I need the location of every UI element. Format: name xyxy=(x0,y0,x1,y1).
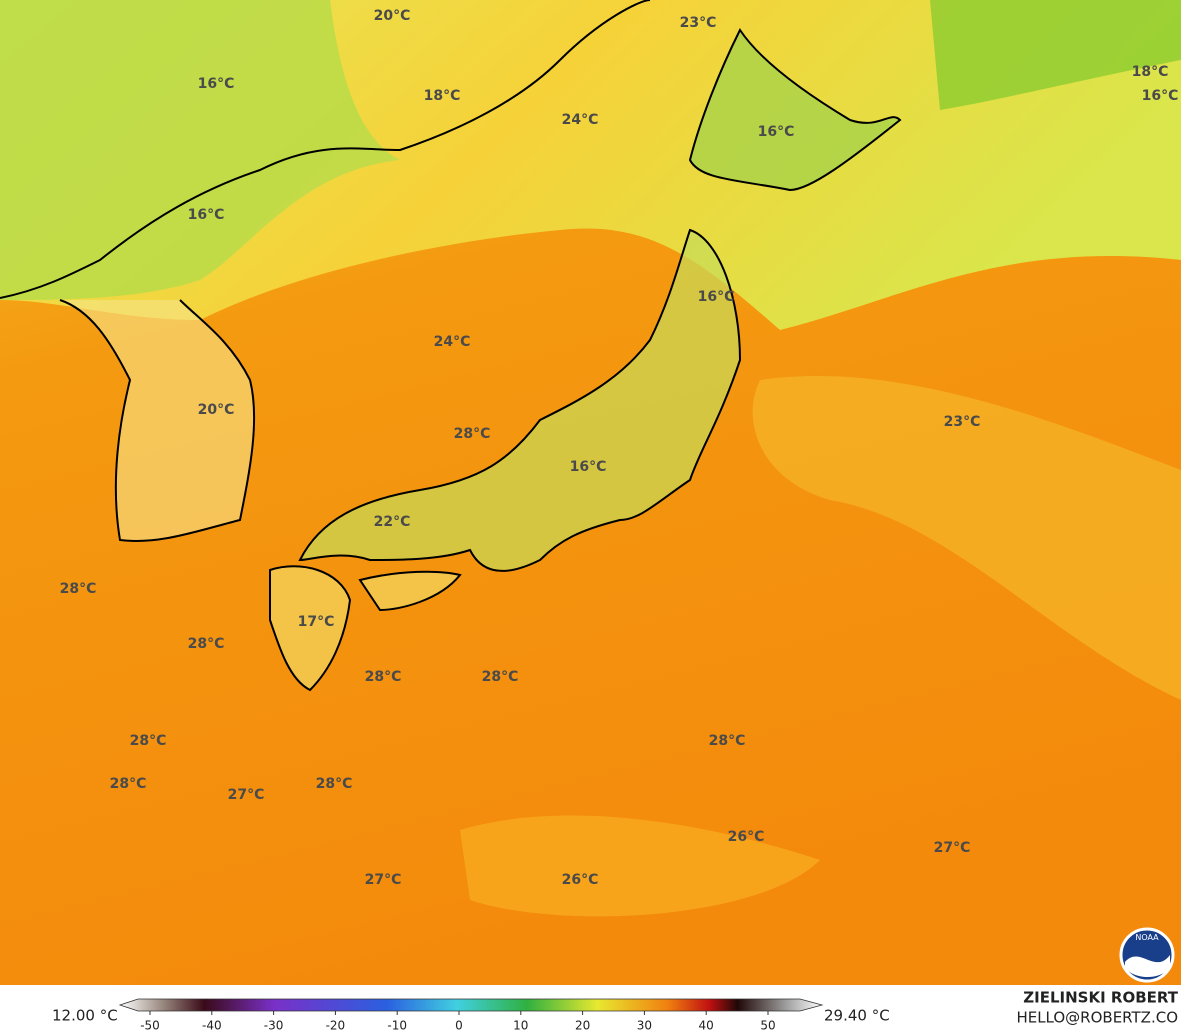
temperature-label: 28°C xyxy=(454,426,491,442)
temperature-label: 27°C xyxy=(228,787,265,803)
colorbar-tick-label: 40 xyxy=(699,1019,714,1033)
temperature-label: 26°C xyxy=(562,872,599,888)
colorbar-tick-label: 20 xyxy=(575,1019,590,1033)
temperature-label: 24°C xyxy=(434,334,471,350)
colorbar-tick-label: -30 xyxy=(264,1019,284,1033)
temperature-label: 28°C xyxy=(188,636,225,652)
temperature-label: 16°C xyxy=(698,289,735,305)
temperature-label: 16°C xyxy=(758,124,795,140)
temperature-label: 18°C xyxy=(424,88,461,104)
temperature-label: 20°C xyxy=(374,8,411,24)
land xyxy=(0,0,902,692)
temperature-label: 28°C xyxy=(60,581,97,597)
colorbar-tick-label: 0 xyxy=(455,1019,463,1033)
temperature-label: 16°C xyxy=(570,459,607,475)
colorbar-tick-label: 10 xyxy=(513,1019,528,1033)
temperature-label: 23°C xyxy=(944,414,981,430)
temperature-label: 22°C xyxy=(374,514,411,530)
temperature-label: 28°C xyxy=(709,733,746,749)
temperature-label: 28°C xyxy=(365,669,402,685)
temperature-label: 23°C xyxy=(680,15,717,31)
colorbar xyxy=(118,998,824,1012)
temperature-label: 27°C xyxy=(365,872,402,888)
colorbar-min: 12.00 °C xyxy=(52,1007,118,1025)
colorbar-tick-label: -40 xyxy=(202,1019,222,1033)
temperature-label: 17°C xyxy=(298,614,335,630)
temperature-label: 28°C xyxy=(130,733,167,749)
temperature-label: 28°C xyxy=(482,669,519,685)
colorbar-max: 29.40 °C xyxy=(824,1007,890,1025)
colorbar-tick-label: -10 xyxy=(387,1019,407,1033)
colorbar-tick-label: 50 xyxy=(760,1019,775,1033)
colorbar-tick-label: -20 xyxy=(326,1019,346,1033)
credit-name: ZIELINSKI ROBERT xyxy=(1023,989,1178,1007)
colorbar-tick-label: -50 xyxy=(140,1019,160,1033)
noaa-logo: NOAA xyxy=(1119,927,1175,983)
temperature-label: 16°C xyxy=(1142,88,1179,104)
temperature-label: 18°C xyxy=(1132,64,1169,80)
temperature-label: 28°C xyxy=(316,776,353,792)
temperature-label: 27°C xyxy=(934,840,971,856)
logo-text: NOAA xyxy=(1135,933,1159,942)
temperature-label: 16°C xyxy=(198,76,235,92)
temperature-label: 24°C xyxy=(562,112,599,128)
temperature-label: 26°C xyxy=(728,829,765,845)
temperature-label: 28°C xyxy=(110,776,147,792)
map-background xyxy=(0,0,1181,985)
temperature-label: 16°C xyxy=(188,207,225,223)
credit-contact: HELLO@ROBERTZ.CO xyxy=(1016,1009,1178,1027)
colorbar-tick-label: 30 xyxy=(637,1019,652,1033)
temperature-label: 20°C xyxy=(198,402,235,418)
